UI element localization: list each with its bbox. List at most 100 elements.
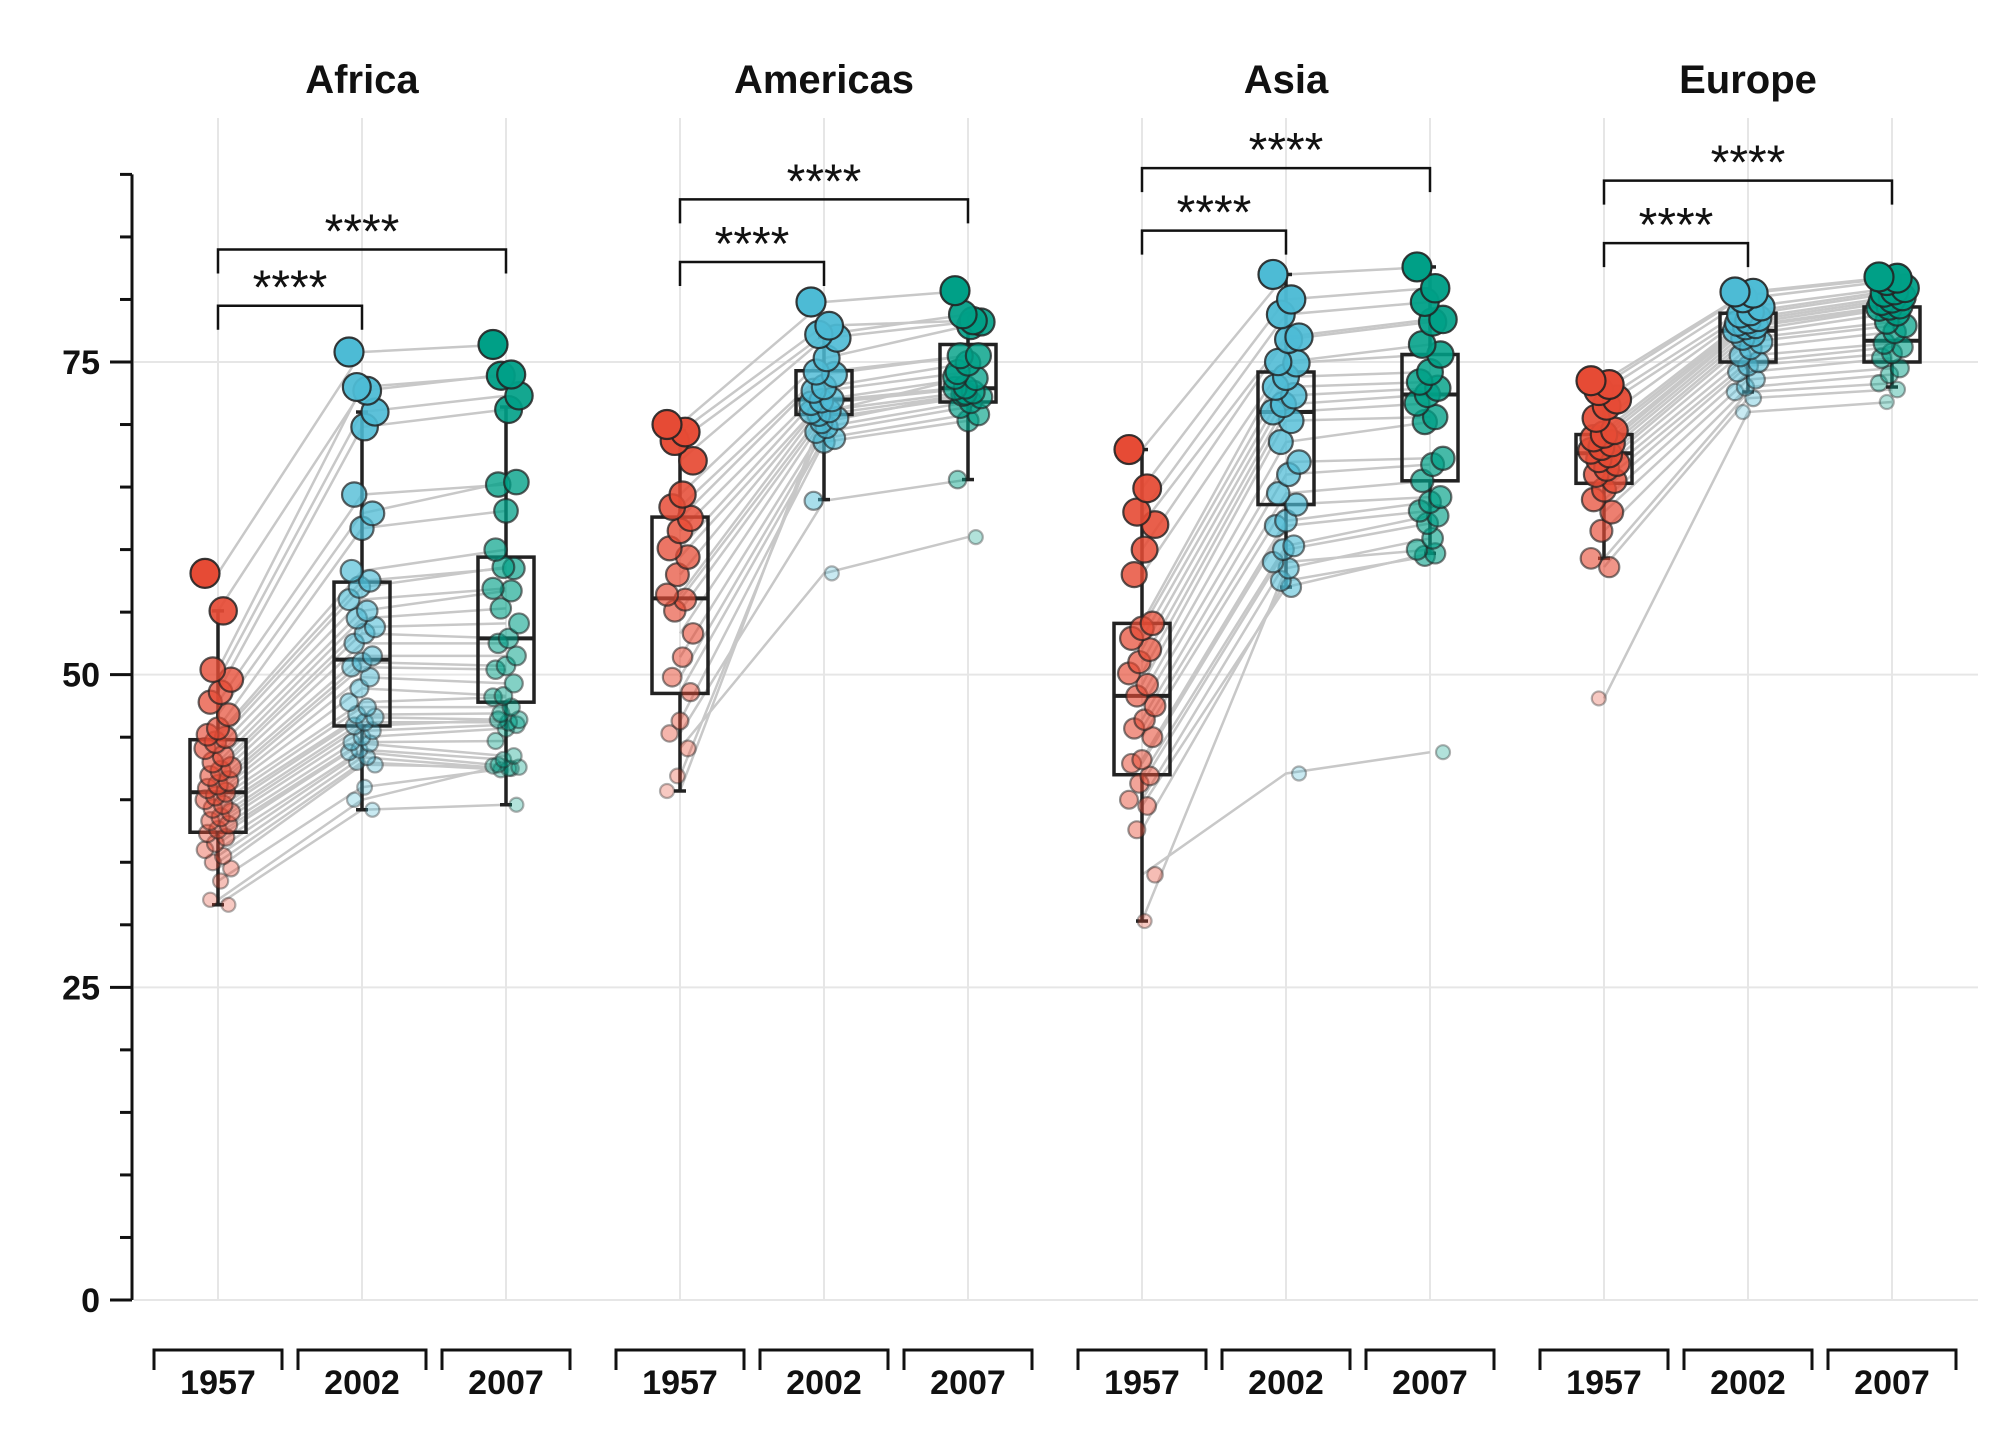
x-axis-bracket — [1364, 1348, 1496, 1370]
x-tick-label: 1957 — [1566, 1364, 1642, 1402]
panel-americas: Americas 1957 2002 2007 **** **** — [614, 58, 1034, 1402]
pair-line — [217, 587, 507, 750]
x-tick-label: 2007 — [1392, 1364, 1468, 1402]
data-point — [344, 716, 364, 736]
x-axis-bracket — [758, 1348, 890, 1370]
significance-label: **** — [1177, 187, 1252, 240]
data-point — [502, 759, 520, 778]
data-point — [967, 528, 984, 546]
x-tick-label: 1957 — [180, 1364, 256, 1402]
data-point — [1267, 428, 1294, 456]
x-axis-bracket — [296, 1348, 428, 1370]
panel-title: Europe — [1679, 58, 1817, 102]
data-point — [1734, 403, 1751, 421]
data-point — [360, 734, 379, 753]
data-point — [350, 740, 369, 759]
data-point — [199, 656, 227, 684]
data-point — [365, 707, 385, 727]
panel-africa: Africa 1957 2002 2007 ******** — [152, 58, 572, 1402]
significance-label: **** — [715, 218, 790, 271]
data-point — [357, 569, 382, 593]
x-axis-bracket — [614, 1348, 746, 1370]
data-point — [1284, 492, 1309, 517]
data-point — [1257, 258, 1289, 291]
data-point — [497, 627, 520, 650]
data-point — [1275, 284, 1307, 315]
pair-line — [1141, 750, 1431, 876]
data-point — [507, 715, 526, 735]
data-point — [654, 582, 680, 607]
significance-bracket — [678, 198, 970, 224]
data-point — [345, 791, 363, 808]
data-point — [660, 724, 679, 743]
data-point — [1744, 389, 1763, 408]
significance-label: **** — [253, 262, 328, 315]
data-point — [681, 622, 705, 645]
data-point — [1136, 912, 1153, 930]
data-point — [1599, 499, 1625, 525]
data-point — [1590, 690, 1607, 707]
data-point — [205, 834, 225, 853]
data-point — [340, 481, 368, 508]
significance-label: **** — [1711, 137, 1786, 190]
data-point — [1725, 382, 1745, 402]
data-point — [477, 328, 509, 361]
data-point — [489, 597, 513, 620]
x-tick-label: 2007 — [930, 1364, 1006, 1402]
data-point — [201, 891, 219, 908]
data-point — [964, 342, 993, 370]
data-point — [359, 500, 386, 527]
data-point — [1869, 374, 1889, 393]
data-point — [1131, 749, 1153, 771]
data-point — [503, 673, 524, 694]
data-point — [1419, 272, 1451, 304]
data-point — [216, 827, 236, 847]
data-point — [486, 731, 505, 751]
pair-line — [1603, 388, 1893, 568]
x-tick-label: 1957 — [1104, 1364, 1180, 1402]
data-point — [1428, 485, 1453, 510]
data-point — [1113, 433, 1145, 466]
data-point — [803, 490, 824, 511]
data-point — [494, 750, 513, 769]
data-point — [189, 557, 221, 589]
x-axis-bracket — [1682, 1348, 1814, 1370]
data-point — [356, 778, 374, 796]
data-point — [1139, 610, 1166, 637]
points — [1113, 251, 1458, 930]
data-point — [678, 445, 708, 476]
data-point — [195, 840, 215, 860]
data-point — [510, 758, 528, 776]
x-axis-bracket — [1538, 1348, 1670, 1370]
data-point — [939, 275, 971, 307]
x-tick-label: 2002 — [1710, 1364, 1786, 1402]
points — [1575, 261, 1920, 707]
data-point — [678, 739, 697, 758]
significance-bracket — [1140, 229, 1288, 255]
data-point — [220, 896, 237, 913]
y-tick-label: 0 — [81, 1282, 100, 1320]
data-point — [1132, 473, 1163, 504]
data-point — [484, 757, 502, 775]
data-point — [491, 703, 511, 724]
data-point — [339, 743, 359, 762]
data-point — [668, 767, 686, 785]
x-tick-label: 1957 — [642, 1364, 718, 1402]
y-tick-label: 75 — [62, 344, 100, 382]
data-point — [208, 819, 228, 840]
pair-line — [217, 712, 507, 810]
data-point — [507, 612, 531, 635]
data-point — [1597, 555, 1621, 579]
data-point — [342, 732, 361, 752]
pair-line — [217, 695, 507, 801]
data-point — [1146, 865, 1164, 884]
data-point — [1579, 546, 1603, 570]
data-point — [814, 310, 845, 341]
data-point — [1575, 365, 1607, 397]
data-point — [483, 687, 503, 708]
significance-bracket — [678, 260, 826, 286]
x-axis-bracket — [1220, 1348, 1352, 1370]
significance-brackets: **** **** — [678, 155, 970, 286]
